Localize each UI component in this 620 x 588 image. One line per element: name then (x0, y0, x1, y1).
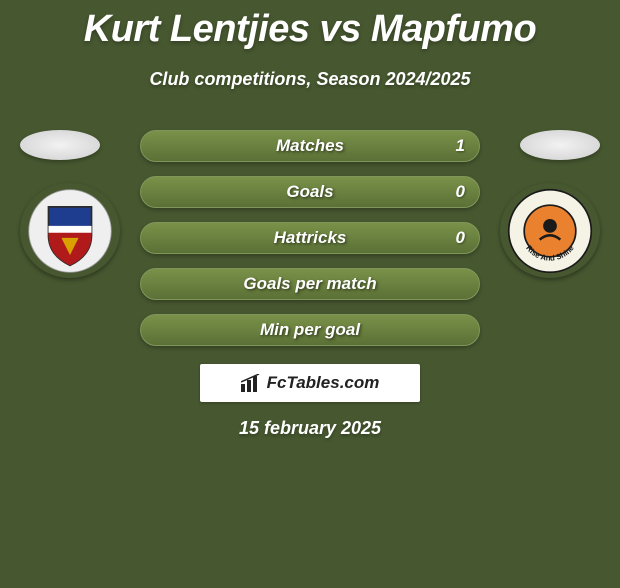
stat-value-right: 0 (456, 228, 465, 248)
stat-row-matches: Matches 1 (140, 130, 480, 162)
stat-row-goals-per-match: Goals per match (140, 268, 480, 300)
left-club-crest (20, 183, 120, 278)
stat-label: Min per goal (260, 320, 360, 340)
right-club-crest: Rise And Shine (500, 183, 600, 278)
circle-crest-icon: Rise And Shine (507, 188, 593, 274)
stat-row-hattricks: Hattricks 0 (140, 222, 480, 254)
stats-container: Matches 1 Goals 0 Hattricks 0 Goals per … (140, 130, 480, 360)
left-player-photo (20, 130, 100, 160)
stat-label: Hattricks (274, 228, 347, 248)
page-subtitle: Club competitions, Season 2024/2025 (0, 69, 620, 90)
bar-chart-icon (241, 374, 263, 392)
stat-label: Goals (286, 182, 333, 202)
brand-box: FcTables.com (200, 364, 420, 402)
brand-label: FcTables.com (267, 373, 380, 393)
stat-label: Matches (276, 136, 344, 156)
shield-icon (27, 188, 113, 274)
stat-value-right: 1 (456, 136, 465, 156)
stat-row-goals: Goals 0 (140, 176, 480, 208)
stat-label: Goals per match (243, 274, 376, 294)
stat-value-right: 0 (456, 182, 465, 202)
right-player-photo (520, 130, 600, 160)
stat-row-min-per-goal: Min per goal (140, 314, 480, 346)
page-title: Kurt Lentjies vs Mapfumo (0, 8, 620, 51)
date-label: 15 february 2025 (0, 418, 620, 439)
